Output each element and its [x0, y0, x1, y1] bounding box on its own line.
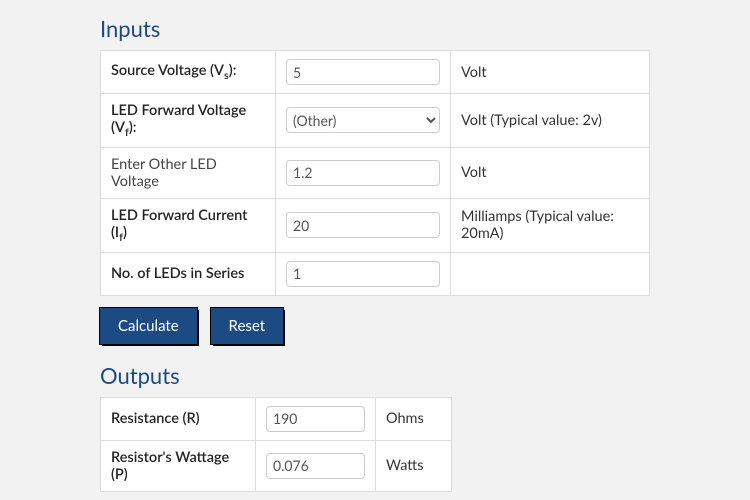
- forward-current-input[interactable]: [286, 212, 440, 238]
- inputs-heading: Inputs: [100, 15, 650, 42]
- other-voltage-label: Enter Other LED Voltage: [101, 147, 276, 198]
- inputs-table: Source Voltage (Vs): Volt LED Forward Vo…: [100, 50, 650, 296]
- source-voltage-unit: Volt: [451, 51, 650, 94]
- source-voltage-label: Source Voltage (Vs):: [101, 51, 276, 94]
- num-leds-label: No. of LEDs in Series: [101, 252, 276, 295]
- other-voltage-input[interactable]: [286, 160, 440, 186]
- source-voltage-input[interactable]: [286, 59, 440, 85]
- forward-voltage-label: LED Forward Voltage (Vf):: [101, 94, 276, 148]
- wattage-label: Resistor's Wattage (P): [101, 440, 256, 491]
- resistance-label: Resistance (R): [101, 397, 256, 440]
- forward-current-label: LED Forward Current (If): [101, 198, 276, 252]
- num-leds-input[interactable]: [286, 261, 440, 287]
- outputs-table: Resistance (R) Ohms Resistor's Wattage (…: [100, 397, 452, 492]
- forward-current-unit: Milliamps (Typical value: 20mA): [451, 198, 650, 252]
- resistance-unit: Ohms: [376, 397, 452, 440]
- num-leds-unit: [451, 252, 650, 295]
- calculate-button[interactable]: Calculate: [100, 308, 197, 344]
- other-voltage-unit: Volt: [451, 147, 650, 198]
- resistance-output[interactable]: [266, 406, 365, 432]
- wattage-unit: Watts: [376, 440, 452, 491]
- forward-voltage-select[interactable]: (Other): [286, 107, 440, 133]
- forward-voltage-unit: Volt (Typical value: 2v): [451, 94, 650, 148]
- wattage-output[interactable]: [266, 453, 365, 479]
- reset-button[interactable]: Reset: [211, 308, 284, 344]
- outputs-heading: Outputs: [100, 362, 650, 389]
